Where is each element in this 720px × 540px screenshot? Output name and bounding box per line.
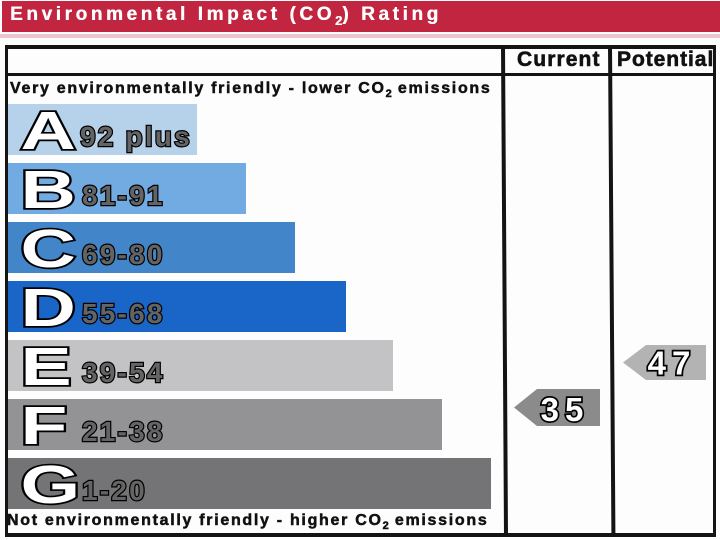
svg-text:81-91: 81-91 [82, 180, 165, 211]
svg-text:1-20: 1-20 [82, 475, 147, 506]
svg-text:G: G [21, 455, 81, 515]
svg-text:47: 47 [648, 345, 697, 382]
svg-text:35: 35 [541, 391, 590, 428]
svg-text:39-54: 39-54 [82, 357, 165, 388]
svg-text:92 plus: 92 plus [80, 121, 192, 152]
svg-text:E: E [21, 337, 72, 397]
svg-text:C: C [21, 219, 76, 279]
svg-text:69-80: 69-80 [82, 239, 165, 270]
svg-text:55-68: 55-68 [82, 298, 165, 329]
svg-text:F: F [21, 396, 68, 456]
svg-text:A: A [21, 101, 76, 161]
svg-text:B: B [21, 160, 76, 220]
svg-text:D: D [21, 278, 76, 338]
svg-text:21-38: 21-38 [82, 416, 165, 447]
